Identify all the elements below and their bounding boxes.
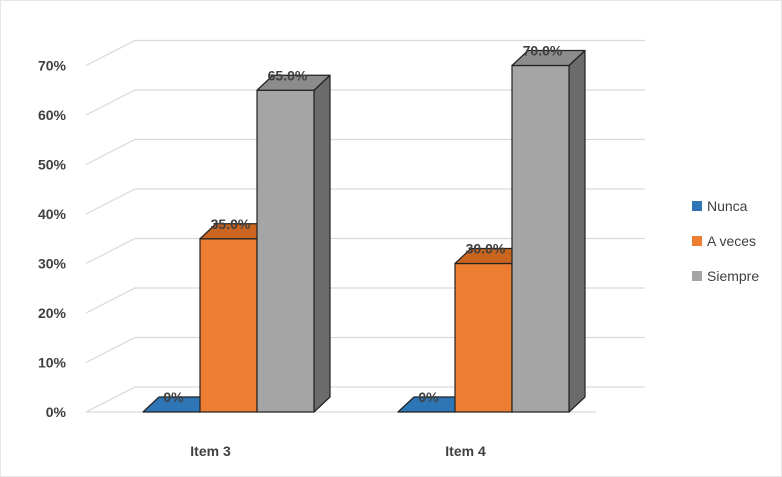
y-tick-label: 10% <box>38 355 67 371</box>
legend-label: Siempre <box>707 268 759 284</box>
y-tick-label: 60% <box>38 107 67 123</box>
bar-siempre-item-3 <box>256 74 331 413</box>
data-label: 0% <box>418 389 439 405</box>
bar-top-face <box>256 74 331 91</box>
gridline <box>85 237 645 265</box>
bar-front-face <box>256 89 315 413</box>
legend-swatch <box>692 271 702 281</box>
gridline <box>85 89 645 116</box>
bar-side-face <box>313 74 331 413</box>
y-tick-label: 40% <box>38 206 67 222</box>
bar-front-face <box>511 64 570 413</box>
y-axis-ticks: 0% 10% 20% 30% 40% 50% 60% 70% <box>38 58 67 421</box>
bar-front-face <box>454 262 513 413</box>
bar-top-face <box>511 49 586 67</box>
legend-item: A veces <box>692 233 756 249</box>
y-tick-label: 30% <box>38 256 67 272</box>
legend-item: Nunca <box>692 198 748 214</box>
legend-label: A veces <box>707 233 756 249</box>
data-label: 30.0% <box>466 241 506 257</box>
data-label: 0% <box>163 389 184 405</box>
legend-item: Siempre <box>692 268 759 284</box>
gridline <box>85 188 645 215</box>
data-labels: 0% 35.0% 65.0% 0% 30.0% 70.0% <box>163 43 563 406</box>
bar-front-face <box>199 238 258 413</box>
legend-swatch <box>692 236 702 246</box>
legend: Nunca A veces Siempre <box>692 198 759 284</box>
data-label: 70.0% <box>523 43 563 59</box>
bar-siempre-item-4 <box>511 49 586 413</box>
data-label: 35.0% <box>211 216 251 232</box>
gridline <box>85 138 645 166</box>
x-tick-label: Item 3 <box>190 443 231 459</box>
bar-side-face <box>568 49 586 413</box>
legend-swatch <box>692 201 702 211</box>
bars-layer <box>142 49 586 413</box>
y-tick-label: 50% <box>38 157 67 173</box>
x-axis-labels: Item 3 Item 4 <box>190 443 486 459</box>
x-tick-label: Item 4 <box>445 443 486 459</box>
data-label: 65.0% <box>268 67 308 83</box>
y-tick-label: 0% <box>46 404 67 420</box>
y-tick-label: 70% <box>38 58 67 74</box>
legend-label: Nunca <box>707 198 748 214</box>
gridline <box>85 39 645 67</box>
y-tick-label: 20% <box>38 305 67 321</box>
